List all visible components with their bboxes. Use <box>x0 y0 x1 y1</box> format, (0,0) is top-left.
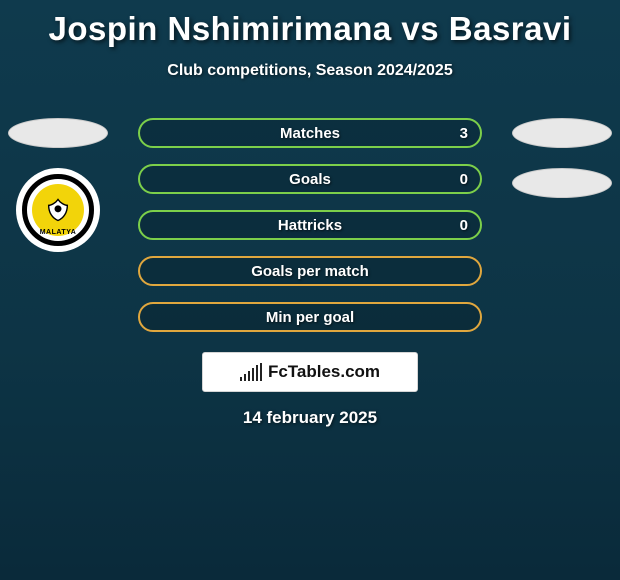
site-bars-icon <box>240 363 262 381</box>
bar-segment <box>248 371 250 381</box>
stat-label: Goals <box>289 171 331 188</box>
page-subtitle: Club competitions, Season 2024/2025 <box>0 62 620 80</box>
stat-value-right: 0 <box>460 217 468 234</box>
stat-row: Min per goal <box>138 302 482 332</box>
stat-value-right: 3 <box>460 125 468 142</box>
stat-label: Min per goal <box>266 309 354 326</box>
snapshot-date: 14 february 2025 <box>0 408 620 428</box>
stat-label: Matches <box>280 125 340 142</box>
stats-container: Matches 3 Goals 0 Hattricks 0 Goals per match M… <box>0 118 620 332</box>
stat-row: Goals per match <box>138 256 482 286</box>
stat-value-right: 0 <box>460 171 468 188</box>
bar-segment <box>244 374 246 381</box>
stat-label: Hattricks <box>278 217 342 234</box>
stat-row: Hattricks 0 <box>138 210 482 240</box>
stat-row: Goals 0 <box>138 164 482 194</box>
site-watermark: FcTables.com <box>202 352 418 392</box>
page-title: Jospin Nshimirimana vs Basravi <box>0 0 620 48</box>
bar-segment <box>240 377 242 381</box>
bar-segment <box>260 363 262 381</box>
stat-row: Matches 3 <box>138 118 482 148</box>
bar-segment <box>256 365 258 381</box>
site-label: FcTables.com <box>268 362 380 382</box>
bar-segment <box>252 368 254 381</box>
stat-label: Goals per match <box>251 263 369 280</box>
